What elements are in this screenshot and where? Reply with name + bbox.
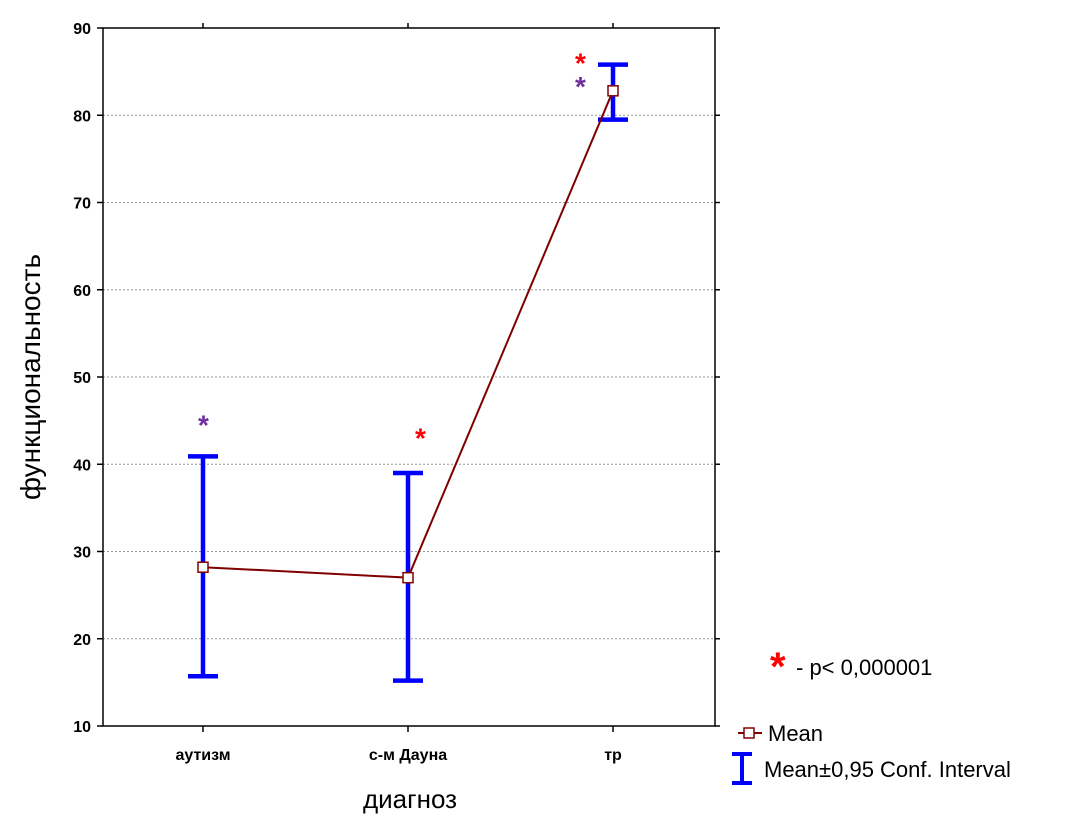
- legend-ci-label: Mean±0,95 Conf. Interval: [764, 757, 1011, 782]
- y-tick-label: 50: [73, 370, 91, 387]
- y-tick-label: 10: [73, 719, 91, 736]
- y-tick-label: 70: [73, 196, 91, 213]
- y-tick-label: 60: [73, 283, 91, 300]
- significance-star-marker: *: [575, 48, 586, 79]
- legend-mean-label: Mean: [768, 721, 823, 746]
- x-tick-label: аутизм: [175, 747, 230, 764]
- y-axis-title: функциональность: [15, 254, 46, 500]
- x-tick-label: тр: [604, 747, 622, 764]
- y-tick-label: 40: [73, 457, 91, 474]
- mean-point: [607, 85, 619, 97]
- significance-star-marker: *: [575, 71, 586, 102]
- y-axis: 10 20 30 40 50 60 70 80 90: [73, 21, 720, 736]
- significance-star: *: [770, 645, 786, 689]
- legend: Mean Mean±0,95 Conf. Interval: [732, 721, 1011, 785]
- x-axis-title: диагноз: [363, 784, 457, 814]
- significance-note-text: - p< 0,000001: [796, 655, 932, 680]
- legend-mean-marker: [743, 727, 755, 739]
- significance-stars: * ***: [198, 48, 586, 454]
- significance-star-marker: *: [198, 410, 209, 441]
- mean-point: [402, 571, 414, 584]
- x-tick-label: с-м Дауна: [369, 747, 447, 764]
- mean-series: [197, 85, 619, 584]
- x-axis: аутизм с-м Дауна тр: [175, 23, 622, 764]
- confidence-intervals: [188, 62, 628, 683]
- significance-star-marker: *: [415, 423, 426, 454]
- y-tick-label: 90: [73, 21, 91, 38]
- y-tick-label: 80: [73, 108, 91, 125]
- y-tick-label: 20: [73, 632, 91, 649]
- legend-ci-icon: [732, 752, 752, 785]
- mean-point: [197, 561, 209, 573]
- y-tick-label: 30: [73, 545, 91, 562]
